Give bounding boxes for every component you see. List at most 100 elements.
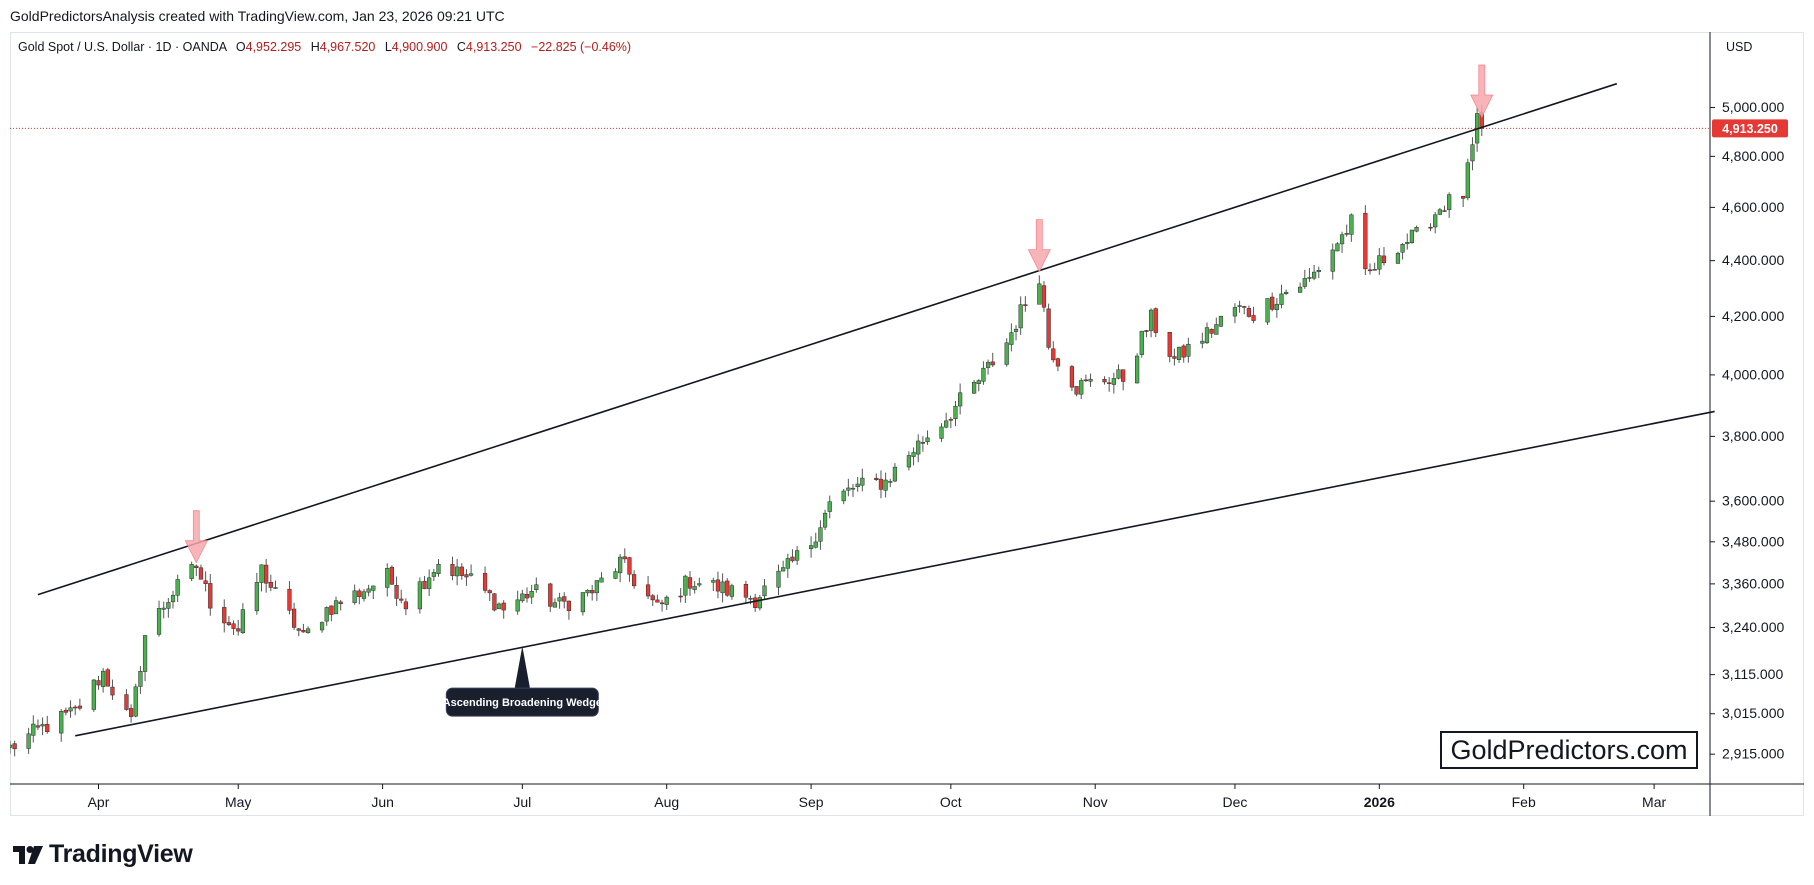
candle-89 <box>590 584 595 601</box>
candle-67 <box>450 556 455 581</box>
candle-43 <box>291 602 297 630</box>
y-tick-label-8: 4,000.000 <box>1722 366 1784 382</box>
y-tick-label-7: 3,800.000 <box>1722 428 1784 444</box>
candle-93 <box>618 553 623 583</box>
candle-19 <box>133 683 138 718</box>
candle-122 <box>808 536 814 558</box>
candle-108 <box>715 571 721 599</box>
candle-139 <box>916 434 921 463</box>
price-chart[interactable]: Gold Spot / U.S. Dollar · 1D · OANDA O4,… <box>10 32 1804 816</box>
candle-70 <box>464 569 469 586</box>
candle-177 <box>1167 332 1172 363</box>
candle-16 <box>110 679 115 700</box>
candle-88 <box>585 589 590 597</box>
last-price-badge-bg <box>1712 119 1788 138</box>
candle-60 <box>399 589 404 604</box>
candle-189 <box>1242 305 1247 315</box>
candle-153 <box>1009 323 1014 352</box>
candle-100 <box>659 599 665 612</box>
candle-207 <box>1363 205 1368 276</box>
candle-201 <box>1316 266 1321 279</box>
candle-97 <box>645 576 651 600</box>
candle-146 <box>958 383 963 415</box>
candle-59 <box>394 576 399 606</box>
candle-126 <box>827 495 832 519</box>
candle-166 <box>1088 373 1093 387</box>
candle-68 <box>455 559 460 586</box>
candle-147 <box>971 379 977 395</box>
close-label: C <box>457 40 466 54</box>
open-label: O <box>236 40 246 54</box>
candle-180 <box>1181 344 1186 363</box>
candle-141 <box>925 430 930 445</box>
candle-175 <box>1148 308 1154 338</box>
wedge-annotation[interactable]: Ascending Broadening Wedge <box>443 646 602 717</box>
candle-13 <box>96 675 101 690</box>
x-tick-label-10: Feb <box>1512 794 1536 810</box>
candle-223 <box>1465 158 1470 201</box>
candle-35 <box>236 619 241 636</box>
candle-209 <box>1372 262 1377 271</box>
candle-102 <box>678 588 683 603</box>
y-tick-label-0: 2,915.000 <box>1722 746 1784 762</box>
candle-17 <box>124 689 129 711</box>
candle-84 <box>557 592 562 609</box>
candle-44 <box>296 627 301 637</box>
candle-64 <box>427 569 432 596</box>
candle-77 <box>515 590 520 615</box>
candle-150 <box>985 359 991 375</box>
candle-185 <box>1214 317 1219 335</box>
tradingview-logo[interactable]: TradingView <box>13 840 193 869</box>
y-tick-label-4: 3,360.000 <box>1722 575 1784 591</box>
close-value: 4,913.250 <box>466 40 522 54</box>
candle-81 <box>534 577 539 593</box>
candle-14 <box>101 668 106 693</box>
candle-85 <box>562 592 567 609</box>
currency-label[interactable]: USD <box>1726 40 1752 54</box>
candle-0 <box>10 740 13 754</box>
change-value: −22.825 (−0.46%) <box>531 40 631 54</box>
x-tick-label-5: Sep <box>799 794 824 810</box>
candle-130 <box>855 476 860 492</box>
candle-23 <box>161 601 166 619</box>
candle-176 <box>1153 307 1158 338</box>
candle-71 <box>468 564 474 577</box>
high-label: H <box>311 40 320 54</box>
candle-3 <box>31 715 36 743</box>
candle-187 <box>1232 303 1238 324</box>
y-tick-label-13: 5,000.000 <box>1722 99 1784 115</box>
candle-10 <box>73 705 78 716</box>
candle-145 <box>953 400 958 427</box>
candle-121 <box>795 546 800 565</box>
candle-124 <box>818 520 823 550</box>
y-tick-label-11: 4,600.000 <box>1722 199 1784 215</box>
candle-29 <box>198 564 204 580</box>
trendline-lower[interactable] <box>75 410 1715 737</box>
trendline-upper[interactable] <box>37 82 1618 596</box>
candle-58 <box>389 565 395 585</box>
candle-132 <box>874 473 879 482</box>
candle-98 <box>650 593 655 606</box>
candle-135 <box>888 478 893 488</box>
candle-112 <box>743 580 749 605</box>
candle-78 <box>520 589 525 603</box>
x-tick-label-4: Aug <box>654 794 679 810</box>
candle-92 <box>613 568 618 580</box>
candle-148 <box>976 379 981 392</box>
candle-114 <box>753 593 758 612</box>
candle-48 <box>324 606 329 626</box>
candle-119 <box>785 553 790 578</box>
candle-103 <box>683 574 688 604</box>
candle-171 <box>1121 369 1126 391</box>
candle-213 <box>1400 243 1405 260</box>
candle-41 <box>273 580 278 590</box>
candle-224 <box>1470 137 1475 171</box>
candle-199 <box>1307 268 1312 282</box>
candle-219 <box>1437 207 1442 216</box>
candle-37 <box>254 572 259 615</box>
candle-212 <box>1395 251 1401 264</box>
candle-118 <box>781 560 786 572</box>
candle-79 <box>524 587 530 603</box>
candle-105 <box>692 580 697 594</box>
candle-9 <box>68 700 73 718</box>
